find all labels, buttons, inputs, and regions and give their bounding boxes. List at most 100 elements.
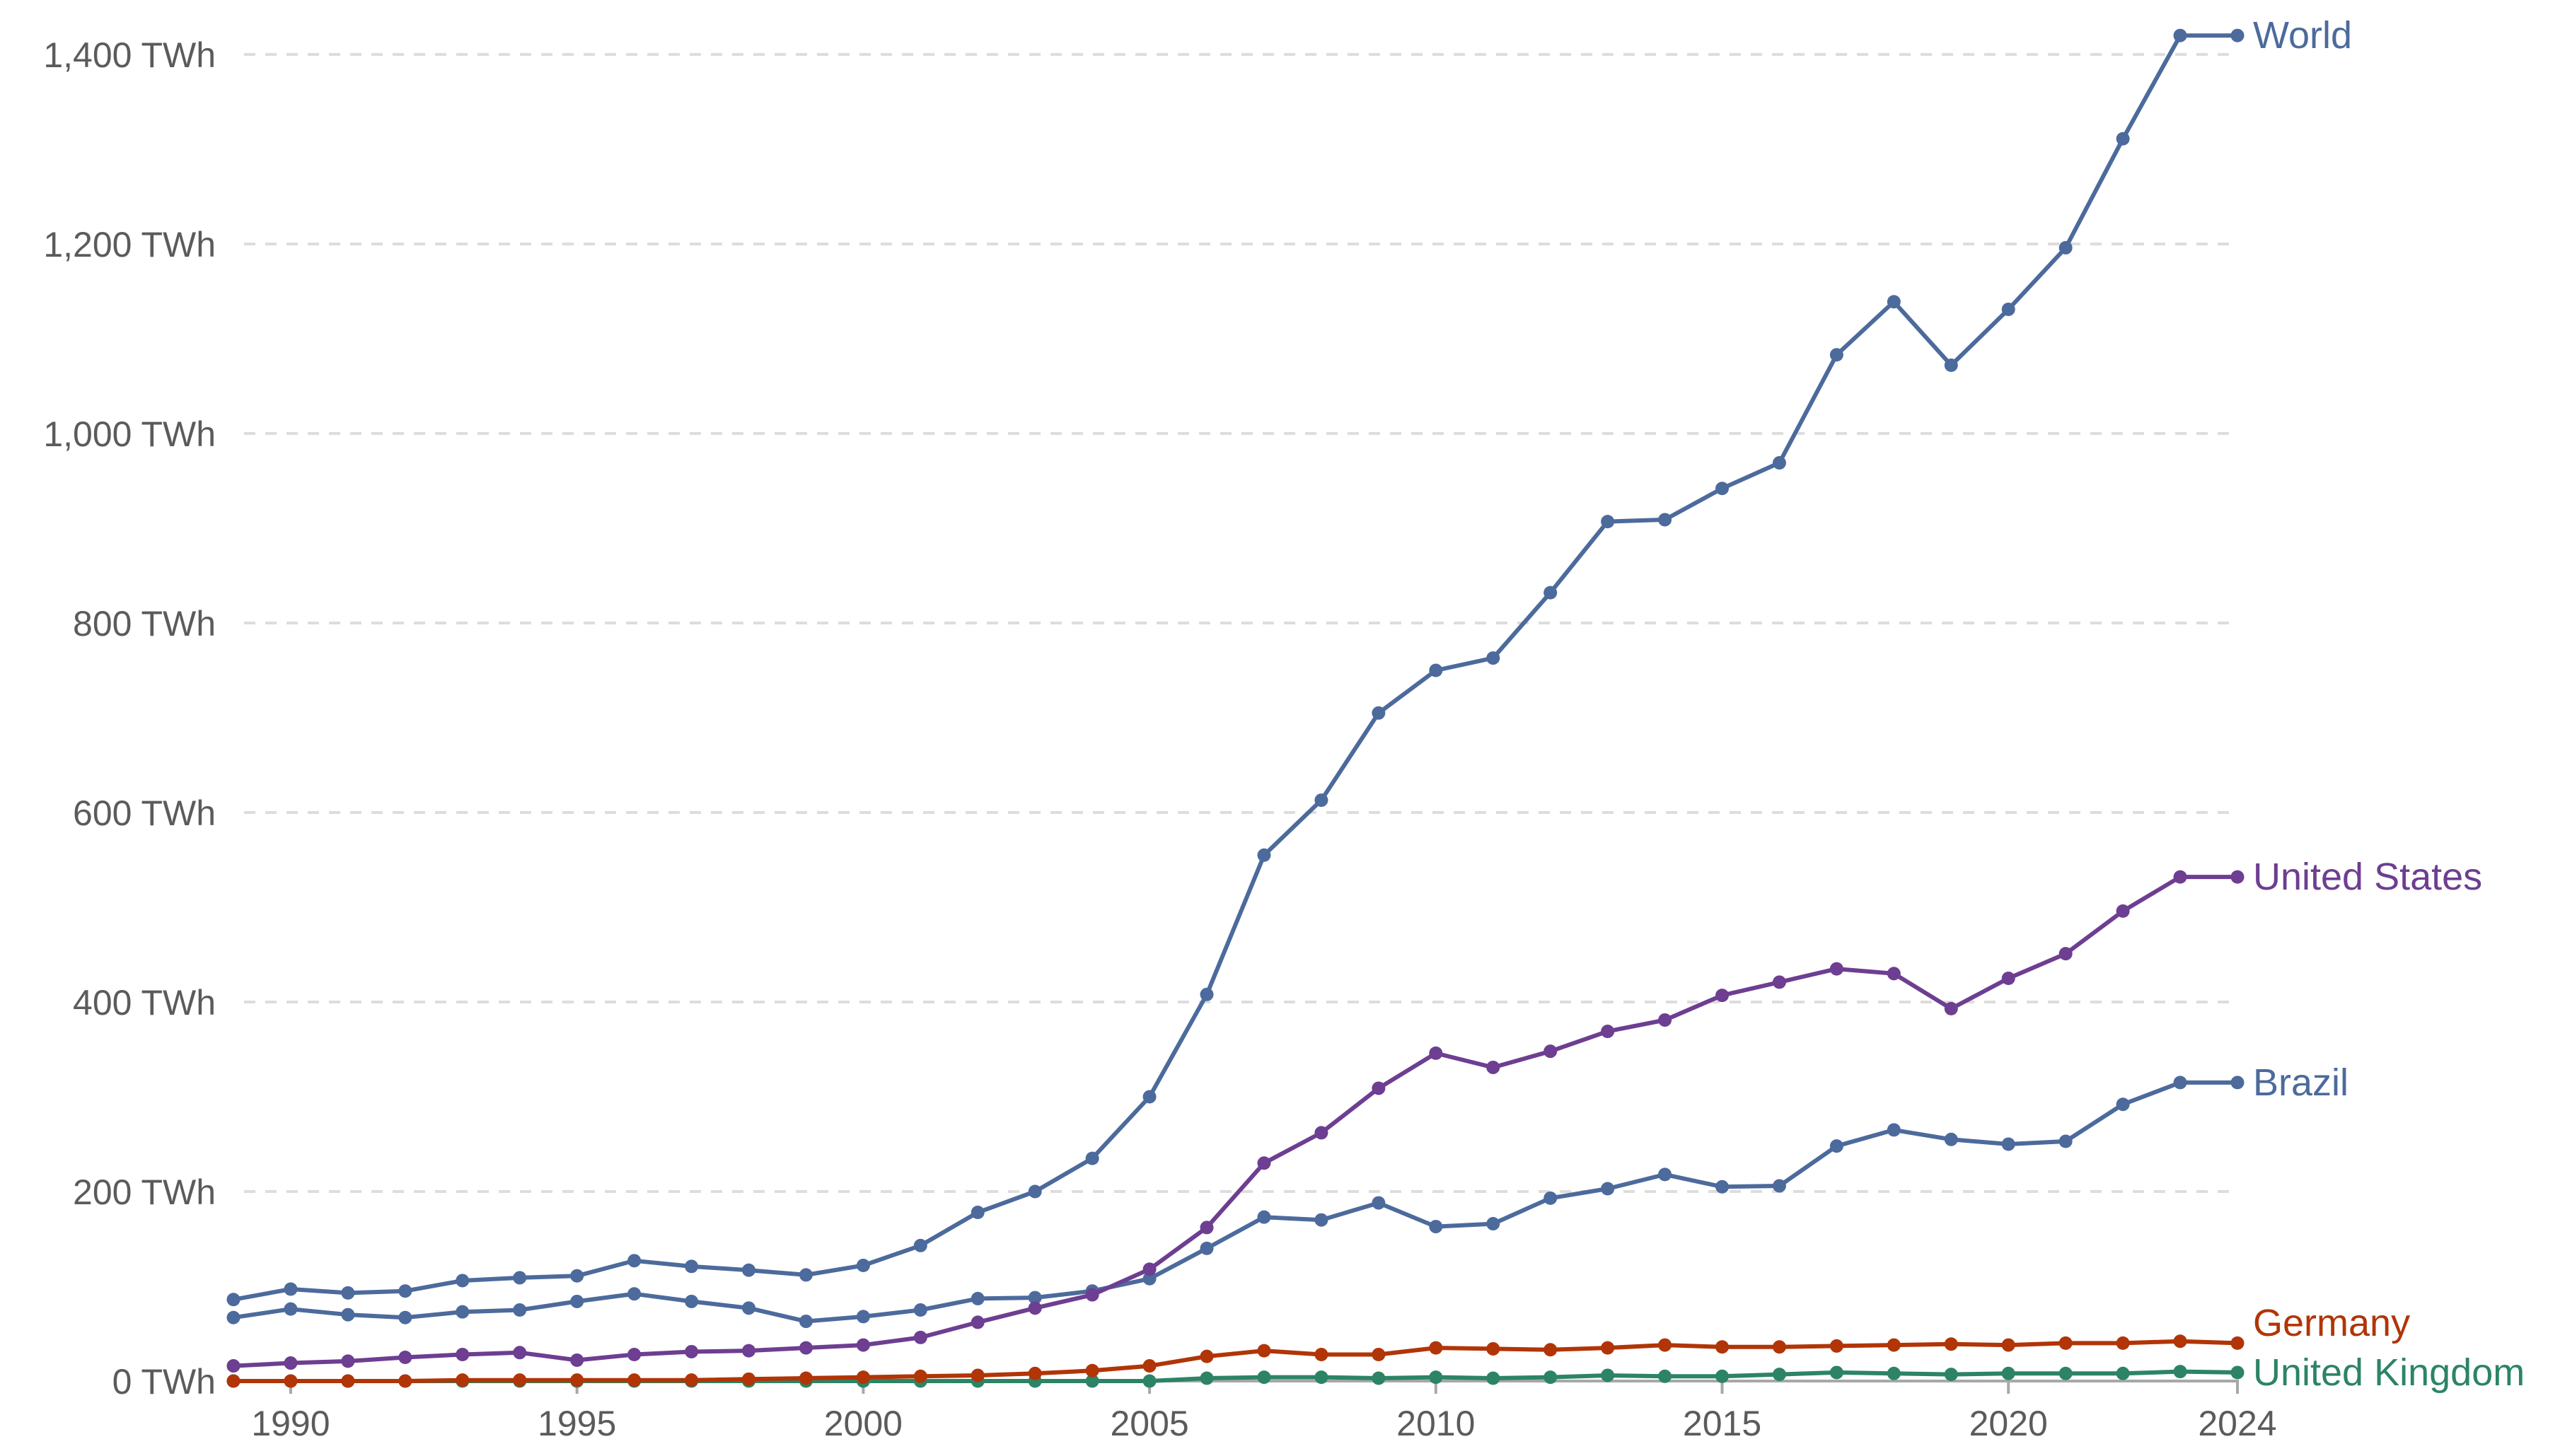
data-point	[1829, 1139, 1843, 1153]
series-world	[226, 28, 2245, 1307]
series-lines	[226, 28, 2245, 1388]
data-point	[1314, 1347, 1328, 1361]
x-tick-label: 2005	[1110, 1404, 1188, 1443]
data-point	[1601, 515, 1615, 529]
x-tick-label: 2010	[1396, 1404, 1475, 1443]
data-point	[741, 1372, 755, 1386]
series-line	[231, 875, 2240, 1368]
data-point	[398, 1284, 412, 1298]
data-point	[1372, 706, 1386, 720]
data-point	[2173, 870, 2187, 884]
data-point	[971, 1205, 985, 1219]
data-point	[398, 1351, 412, 1364]
data-point	[226, 1310, 241, 1324]
data-point	[799, 1315, 813, 1329]
data-point	[398, 1374, 412, 1388]
data-point	[1257, 848, 1271, 862]
data-point	[1829, 962, 1843, 976]
data-point	[513, 1346, 527, 1360]
data-point	[2058, 1134, 2073, 1148]
data-point	[1601, 1341, 1615, 1355]
data-point	[1085, 1288, 1099, 1302]
data-point	[2173, 1076, 2187, 1090]
data-point	[685, 1344, 699, 1358]
data-point	[1142, 1262, 1157, 1276]
series-line	[231, 1080, 2240, 1324]
data-point	[1372, 1196, 1386, 1210]
data-point	[913, 1303, 927, 1317]
data-point	[1543, 1191, 1558, 1205]
x-tick-label: 1995	[538, 1404, 616, 1443]
series-united-states	[226, 870, 2245, 1373]
data-point	[1085, 1374, 1099, 1388]
data-point	[570, 1294, 584, 1308]
data-point	[1944, 1001, 1958, 1015]
data-point	[685, 1294, 699, 1308]
data-point	[1028, 1301, 1042, 1315]
data-point	[1658, 1338, 1672, 1352]
data-point	[2001, 1338, 2015, 1352]
data-point	[1543, 586, 1558, 600]
data-point	[1829, 1339, 1843, 1353]
x-axis: 1990 1995 2000 2005 2010 2015 2020 2024	[233, 1380, 2277, 1443]
y-tick-label: 0 TWh	[112, 1362, 216, 1402]
data-point	[1314, 1370, 1328, 1385]
data-point	[1200, 1349, 1214, 1363]
data-point	[2058, 947, 2073, 961]
data-point	[1429, 663, 1443, 677]
data-point	[1829, 348, 1843, 362]
data-point	[1314, 793, 1328, 808]
data-point	[1944, 1368, 1958, 1382]
y-axis: 0 TWh 200 TWh 400 TWh 600 TWh 800 TWh 1,000 T…	[43, 35, 216, 1402]
data-point	[1200, 987, 1214, 1001]
data-point	[1429, 1341, 1443, 1355]
data-point	[456, 1274, 470, 1288]
data-point	[856, 1338, 870, 1352]
data-point	[513, 1303, 527, 1317]
data-point	[2001, 1137, 2015, 1151]
data-point	[341, 1308, 355, 1322]
data-point	[2116, 1097, 2130, 1112]
data-point	[456, 1373, 470, 1387]
data-point	[341, 1286, 355, 1300]
data-point	[1142, 1090, 1157, 1104]
data-point	[1601, 1025, 1615, 1039]
data-point	[456, 1305, 470, 1319]
data-point	[1314, 1213, 1328, 1227]
data-point	[1028, 1366, 1042, 1380]
data-point	[284, 1356, 298, 1370]
data-point	[1486, 1060, 1500, 1074]
x-tick-label: 1990	[251, 1404, 330, 1443]
data-point	[1772, 1368, 1786, 1382]
data-point	[1200, 1241, 1214, 1255]
data-point	[2230, 870, 2245, 884]
data-point	[1887, 1123, 1901, 1137]
data-point	[627, 1287, 642, 1301]
data-point	[1772, 975, 1786, 989]
x-tick-label: 2020	[1969, 1404, 2048, 1443]
data-point	[1257, 1156, 1271, 1170]
data-point	[2116, 132, 2130, 146]
data-point	[741, 1301, 755, 1315]
data-point	[685, 1373, 699, 1387]
data-point	[513, 1373, 527, 1387]
data-point	[1887, 1338, 1901, 1352]
data-point	[398, 1310, 412, 1324]
data-point	[456, 1347, 470, 1361]
data-point	[799, 1341, 813, 1355]
y-tick-label: 600 TWh	[73, 793, 216, 833]
data-point	[1601, 1182, 1615, 1196]
data-point	[1257, 1210, 1271, 1224]
data-point	[2230, 28, 2245, 42]
data-point	[913, 1369, 927, 1383]
series-united-kingdom	[226, 1365, 2245, 1388]
gridlines	[244, 53, 2239, 1193]
series-label: World	[2253, 14, 2352, 57]
data-point	[226, 1359, 241, 1373]
data-point	[2116, 1336, 2130, 1350]
data-point	[1200, 1221, 1214, 1235]
data-point	[1887, 967, 1901, 981]
data-point	[2230, 1076, 2245, 1090]
data-point	[1028, 1184, 1042, 1199]
series-line	[231, 33, 2240, 1302]
